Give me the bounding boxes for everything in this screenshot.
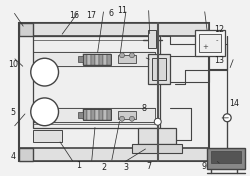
Text: 2: 2 <box>101 163 106 172</box>
Bar <box>207 147 245 169</box>
Bar <box>33 40 160 124</box>
Bar <box>132 144 182 153</box>
Bar <box>148 54 170 84</box>
Bar <box>95 109 99 120</box>
Bar <box>200 34 221 52</box>
Circle shape <box>31 58 58 86</box>
Text: -: - <box>216 37 218 43</box>
Circle shape <box>130 116 134 121</box>
Text: 16: 16 <box>69 11 79 20</box>
Text: 4: 4 <box>10 152 16 161</box>
Bar <box>103 109 107 120</box>
Bar <box>152 58 166 80</box>
Text: 7: 7 <box>146 162 151 171</box>
Bar <box>138 128 175 144</box>
Bar <box>107 109 111 120</box>
Text: 11: 11 <box>118 6 128 15</box>
Bar <box>83 54 87 65</box>
Circle shape <box>154 118 161 125</box>
Bar <box>107 54 111 65</box>
Bar <box>83 109 111 120</box>
Bar <box>83 109 87 120</box>
Text: 6: 6 <box>109 9 114 18</box>
Bar <box>95 54 99 65</box>
Bar <box>33 52 155 66</box>
Bar <box>33 108 155 122</box>
Bar <box>148 30 156 48</box>
Bar <box>91 109 95 120</box>
Bar <box>99 54 103 65</box>
Circle shape <box>223 114 231 122</box>
Bar <box>83 54 111 65</box>
Bar <box>19 23 209 161</box>
Bar <box>87 54 91 65</box>
Text: 8: 8 <box>141 104 146 113</box>
Text: 13: 13 <box>214 56 224 65</box>
Text: 5: 5 <box>10 108 16 117</box>
Text: 14: 14 <box>229 99 239 108</box>
Circle shape <box>31 98 58 126</box>
Bar <box>19 23 209 36</box>
Bar <box>87 109 91 120</box>
Bar <box>91 54 95 65</box>
Bar <box>99 109 103 120</box>
Bar <box>19 23 33 36</box>
Bar <box>33 130 62 142</box>
Circle shape <box>120 53 124 58</box>
Bar <box>103 54 107 65</box>
Text: 12: 12 <box>214 25 224 34</box>
Bar <box>196 30 225 56</box>
Bar <box>118 55 136 63</box>
Text: 17: 17 <box>86 11 97 20</box>
Text: 1: 1 <box>76 161 82 170</box>
Bar <box>78 112 83 118</box>
Bar <box>33 36 160 128</box>
Circle shape <box>120 116 124 121</box>
Bar <box>118 111 136 119</box>
Text: 3: 3 <box>124 163 129 172</box>
Text: 10: 10 <box>8 60 18 69</box>
Bar <box>19 147 209 161</box>
Text: 9: 9 <box>202 162 207 171</box>
Bar <box>19 147 33 161</box>
Bar <box>78 56 83 62</box>
Bar <box>211 152 241 163</box>
Circle shape <box>130 53 134 58</box>
Text: +: + <box>202 44 208 50</box>
